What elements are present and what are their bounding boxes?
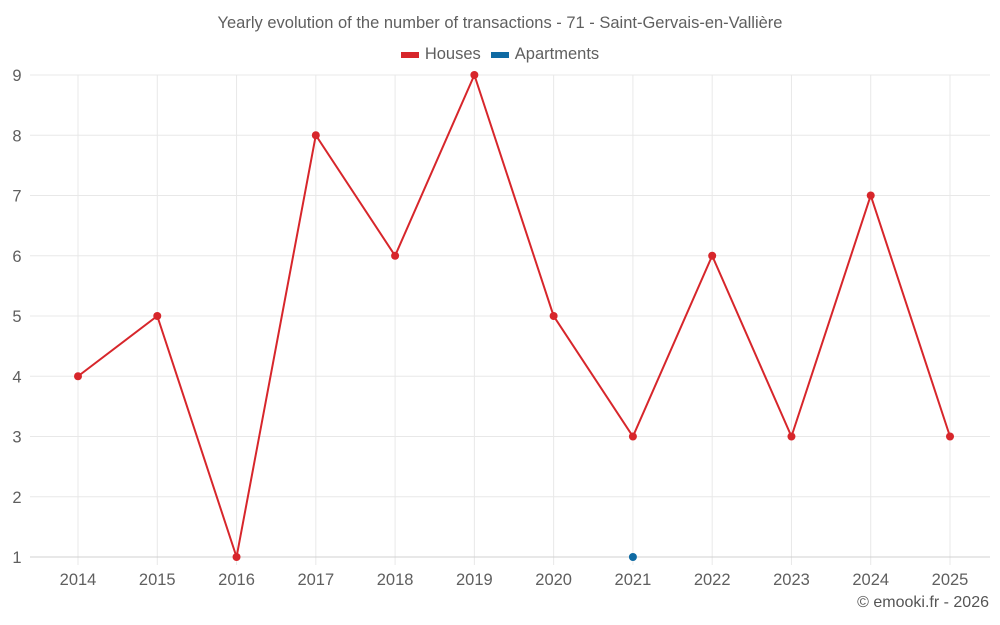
data-point-houses[interactable] [391,251,400,260]
data-point-houses[interactable] [74,372,82,381]
y-tick-label: 8 [12,127,21,145]
x-tick-label: 2024 [852,571,889,589]
x-tick-label: 2022 [694,571,731,589]
data-point-houses[interactable] [946,432,954,441]
x-axis-ticks: 2014 2015 2016 2017 2018 2019 2020 2021 2022 2023… [60,571,969,589]
data-point-houses[interactable] [311,131,320,140]
y-tick-label: 7 [12,188,21,206]
data-point-apartments[interactable] [628,553,637,561]
data-point-houses[interactable] [549,312,558,320]
copyright-credit: © emooki.fr - 2026 [857,594,989,611]
legend-swatch-houses [400,51,419,58]
series-line-houses [77,72,951,558]
chart-title: Yearly evolution of the number of transa… [217,14,783,32]
data-point-houses[interactable] [232,553,241,561]
y-tick-label: 3 [12,429,21,447]
data-point-houses[interactable] [628,432,637,441]
y-tick-label: 6 [12,248,21,266]
x-tick-label: 2018 [377,571,414,589]
data-point-houses[interactable] [470,71,479,79]
data-series [74,71,954,561]
legend-label-apartments: Apartments [514,45,600,63]
y-tick-label: 2 [12,489,21,507]
legend-label-houses: Houses [424,45,481,63]
data-point-houses[interactable] [866,191,875,200]
y-axis-ticks: 1 2 3 4 5 6 7 8 9 [12,67,21,567]
x-tick-label: 2019 [456,571,493,589]
y-tick-label: 9 [12,67,21,85]
data-point-houses[interactable] [153,312,162,320]
legend-item-apartments[interactable]: Apartments [490,45,600,64]
x-tick-label: 2017 [297,571,334,589]
x-tick-label: 2025 [932,571,969,589]
x-tick-label: 2020 [535,571,572,589]
data-point-houses[interactable] [787,432,796,441]
x-tick-label: 2014 [60,571,97,589]
x-tick-label: 2023 [773,571,810,589]
x-tick-label: 2021 [615,571,652,589]
y-tick-label: 5 [12,308,21,326]
x-tick-label: 2016 [218,571,255,589]
legend-swatch-apartments [490,51,509,58]
grid-lines [30,74,990,565]
legend-item-houses[interactable]: Houses [400,45,481,64]
x-tick-label: 2015 [139,571,176,589]
data-point-houses[interactable] [708,251,717,260]
y-tick-label: 1 [12,549,21,567]
chart-legend: Houses Apartments [0,45,1000,64]
y-tick-label: 4 [12,368,21,386]
